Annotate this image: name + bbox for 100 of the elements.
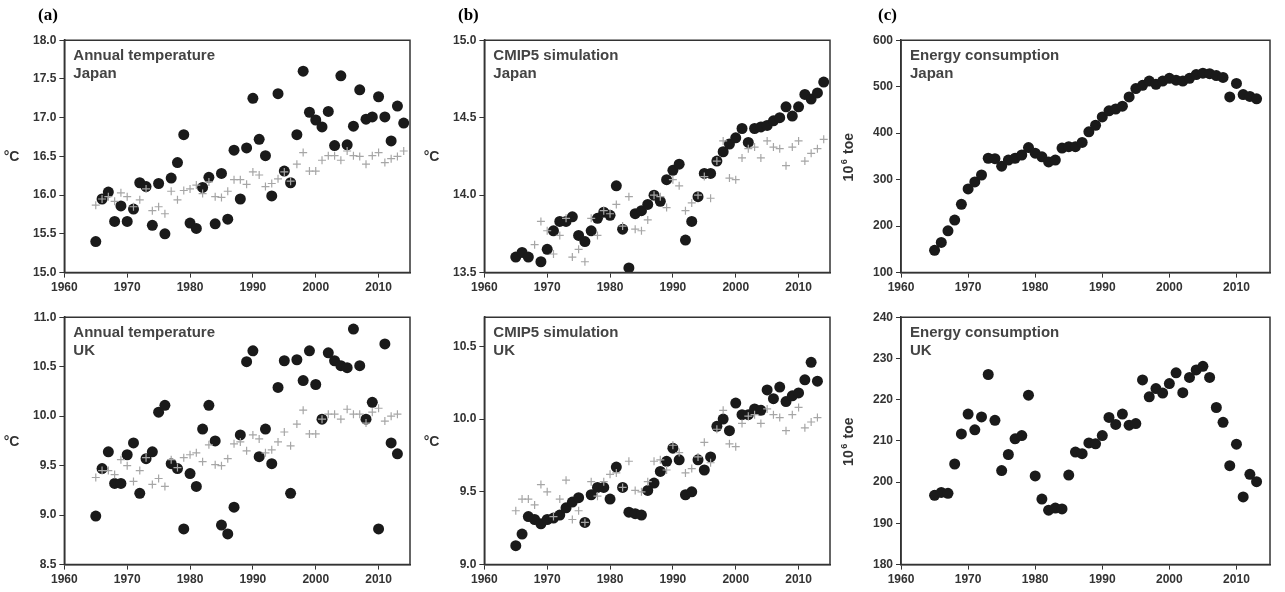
point xyxy=(253,133,265,145)
point xyxy=(304,429,315,439)
point xyxy=(247,92,259,104)
point xyxy=(610,180,622,192)
point xyxy=(793,101,805,113)
point xyxy=(90,510,102,522)
point xyxy=(1096,430,1108,442)
point xyxy=(380,158,390,168)
point xyxy=(234,429,246,441)
point xyxy=(273,174,283,184)
point xyxy=(304,166,315,176)
point xyxy=(322,347,334,359)
y-tick-label: 8.5 xyxy=(39,556,57,571)
x-tick-label: 2010 xyxy=(1223,572,1251,587)
text: Japan xyxy=(910,64,954,82)
point xyxy=(623,262,635,273)
point xyxy=(717,413,729,425)
point xyxy=(935,236,947,248)
point xyxy=(297,65,309,77)
x-tick-label: 1970 xyxy=(533,280,561,295)
point xyxy=(153,178,165,190)
point xyxy=(767,393,779,405)
point xyxy=(737,153,747,163)
point xyxy=(687,198,697,208)
point xyxy=(366,396,378,408)
x-tick-label: 1980 xyxy=(596,572,624,587)
point xyxy=(204,177,214,187)
point xyxy=(185,184,195,194)
point xyxy=(291,129,303,141)
point xyxy=(800,156,810,166)
y-tick-label: 180 xyxy=(872,556,894,571)
x-tick-label: 1960 xyxy=(887,280,915,295)
point xyxy=(585,225,597,237)
y-tick-label: 18.0 xyxy=(33,32,57,47)
point xyxy=(774,112,786,124)
point xyxy=(203,399,215,411)
point xyxy=(310,378,322,390)
point xyxy=(942,225,954,237)
point xyxy=(693,452,703,462)
point xyxy=(742,136,754,148)
point xyxy=(391,448,403,460)
point xyxy=(787,142,797,152)
point xyxy=(1076,136,1088,148)
point xyxy=(510,540,522,552)
point xyxy=(976,411,988,423)
point xyxy=(800,423,810,433)
point xyxy=(1217,416,1229,428)
point xyxy=(159,228,171,240)
point xyxy=(1184,371,1195,383)
point xyxy=(1022,389,1034,401)
x-tick-label: 2000 xyxy=(722,572,750,587)
point xyxy=(1230,77,1242,89)
y-axis-title: °C xyxy=(3,148,20,165)
point xyxy=(781,426,791,436)
y-tick-label: 15.5 xyxy=(33,226,57,241)
point xyxy=(649,456,659,466)
point xyxy=(1130,418,1142,430)
x-tick-label: 1970 xyxy=(954,280,982,295)
point xyxy=(567,252,577,262)
point xyxy=(303,345,315,357)
point xyxy=(191,180,201,190)
point xyxy=(955,198,967,210)
x-tick-label: 1990 xyxy=(659,572,687,587)
y-axis-title: 106 toe xyxy=(838,417,857,466)
point xyxy=(303,106,315,118)
y-tick-label: 9.0 xyxy=(459,556,477,571)
point xyxy=(209,218,221,230)
point xyxy=(1251,476,1263,488)
point xyxy=(679,234,691,246)
point xyxy=(386,411,396,421)
chart-title: Energy consumption xyxy=(910,46,1060,64)
point xyxy=(717,146,729,158)
point xyxy=(1116,100,1128,112)
point xyxy=(121,215,133,227)
point xyxy=(1230,438,1242,450)
x-tick-label: 1970 xyxy=(533,572,561,587)
chart-title: Energy consumption xyxy=(910,323,1060,341)
point xyxy=(197,181,209,193)
point xyxy=(781,161,791,171)
point xyxy=(285,487,297,499)
point xyxy=(347,323,359,335)
point xyxy=(311,429,321,439)
point xyxy=(160,481,170,492)
point xyxy=(949,214,961,226)
point xyxy=(718,136,728,146)
point xyxy=(165,172,177,184)
text: (b) xyxy=(458,5,479,24)
point xyxy=(311,166,321,176)
y-axis-title: 106 toe xyxy=(838,132,857,182)
point xyxy=(624,192,634,202)
point xyxy=(109,215,121,227)
x-tick-label: 1990 xyxy=(659,280,687,295)
y-tick-label: 9.5 xyxy=(39,457,57,472)
x-tick-label: 1960 xyxy=(887,572,915,587)
point xyxy=(541,243,553,255)
point xyxy=(686,215,698,227)
y-tick-label: 200 xyxy=(872,218,894,233)
point xyxy=(604,493,616,505)
point xyxy=(756,153,766,163)
point xyxy=(793,136,804,146)
